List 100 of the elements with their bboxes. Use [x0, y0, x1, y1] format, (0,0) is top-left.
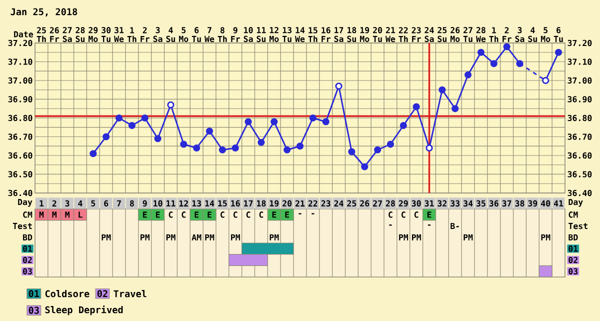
text: E	[208, 212, 212, 218]
x-tick-label: 20	[282, 200, 292, 207]
x-tick-label: 27	[373, 200, 382, 206]
x-tick-label: 18	[256, 200, 266, 207]
x-tick-label: 26 Mo	[450, 27, 460, 42]
x-tick-label: 2	[52, 200, 56, 206]
x-tick-label: 9 Fr	[231, 27, 240, 42]
y2-tick-label: 01	[568, 246, 578, 252]
y2-tick-label: 03	[568, 268, 578, 274]
category-label: 01	[28, 290, 40, 298]
x-tick-label: 20 Tu	[372, 27, 382, 42]
x-tick-label: 23	[321, 200, 330, 207]
text: C	[233, 212, 238, 218]
x-tick-label: 1 Th	[489, 27, 498, 42]
x-tick-label: 10	[154, 200, 162, 207]
legend-label: Sleep Deprived	[45, 306, 123, 316]
y2-tick-label: 36.50	[568, 171, 592, 178]
x-tick-label: 30 Tu	[101, 27, 111, 42]
x-tick-label: 29 Mo	[88, 27, 98, 42]
y-tick-label: 36.40	[8, 190, 32, 196]
y-tick-label: 01	[23, 246, 32, 252]
x-tick-label: 30	[412, 200, 421, 207]
x-tick-label: 39	[528, 200, 538, 207]
x-tick-label: 2 Fr	[140, 27, 150, 42]
x-tick-label: 7 We	[204, 27, 214, 42]
y2-tick-label: 36.90	[568, 96, 592, 102]
x-tick-label: 1 Th	[127, 27, 136, 42]
y-tick-label: CM	[23, 212, 32, 218]
x-tick-label: 15 Th	[308, 27, 318, 42]
x-tick-label: 35	[476, 200, 486, 207]
x-tick-label: 22	[308, 200, 318, 206]
x-tick-label: 28	[386, 200, 395, 207]
y-tick-label: 02	[23, 256, 32, 264]
text: B-	[450, 222, 459, 230]
text: L	[78, 212, 82, 218]
x-tick-label: 28 We	[476, 27, 486, 42]
text: -	[428, 224, 431, 226]
x-tick-label: 17	[244, 200, 253, 206]
x-tick-label: 37	[502, 200, 512, 207]
x-tick-label: 22 Th	[398, 27, 408, 42]
text: C	[388, 212, 392, 218]
x-tick-label: 29	[398, 200, 408, 207]
x-tick-label: 5 Mo	[179, 27, 188, 42]
x-tick-label: 3 Sa	[515, 27, 524, 42]
text: PM	[140, 234, 150, 240]
x-tick-label: 8 Th	[218, 27, 227, 42]
x-tick-label: 13	[192, 200, 202, 207]
x-tick-label: 16	[231, 200, 240, 207]
text: M	[52, 212, 57, 218]
x-tick-label: 16 Fr	[322, 27, 330, 42]
x-tick-label: 28 Su	[76, 27, 85, 42]
text: PM	[102, 234, 111, 240]
x-tick-label: 18 Su	[347, 27, 356, 42]
category-label: 02	[97, 290, 108, 298]
y2-tick-label: 37.20	[568, 40, 592, 46]
x-axis-title: Day	[18, 198, 32, 207]
text: -	[298, 213, 302, 214]
x-tick-label: 12	[179, 200, 188, 206]
x-tick-label: 27 Tu	[463, 27, 472, 42]
text: E	[427, 212, 432, 218]
text: PM	[412, 234, 421, 240]
x-tick-label: 4 Su	[166, 27, 176, 42]
x-tick-label: 33	[450, 200, 460, 207]
y-tick-label: Test	[12, 222, 32, 230]
x-axis-title: Date	[14, 31, 34, 38]
x-tick-label: 23 Fr	[412, 27, 421, 42]
x-tick-label: 31 We	[114, 27, 124, 42]
x-tick-label: 6	[104, 200, 108, 207]
x-tick-label: 6 Tu	[554, 27, 563, 42]
x-tick-label: 4	[78, 200, 82, 206]
x-tick-label: 7	[117, 200, 121, 206]
y-tick-label: 36.60	[8, 152, 32, 159]
y-tick-label: 37.00	[8, 77, 32, 84]
text: C	[246, 212, 250, 218]
text: PM	[231, 234, 240, 240]
text: PM	[541, 234, 550, 240]
x-tick-label: 25 Th	[36, 27, 46, 42]
y2-tick-label: BD	[568, 234, 578, 240]
y2-tick-label: CM	[568, 212, 578, 218]
x-tick-label: 26	[360, 200, 370, 207]
text: PM	[205, 234, 214, 240]
x-tick-label: 4 Su	[528, 27, 537, 42]
text: C	[259, 212, 264, 218]
x-tick-label: 1	[40, 200, 44, 206]
x-tick-label: 14 We	[295, 27, 305, 42]
x-tick-label: 14	[205, 200, 214, 206]
text: M	[39, 212, 44, 218]
y2-tick-label: 36.70	[568, 134, 592, 140]
text: -	[389, 224, 392, 226]
y2-tick-label: Test	[568, 222, 588, 230]
text: C	[220, 212, 224, 218]
x-tick-label: 38	[515, 200, 524, 207]
x-tick-label: 11 Su	[256, 27, 266, 42]
y-tick-label: 37.10	[8, 58, 32, 65]
x-tick-label: 24 Sa	[424, 27, 434, 42]
y2-tick-label: 36.80	[568, 114, 592, 122]
text: E	[272, 212, 276, 218]
x-tick-label: 21	[295, 200, 305, 206]
y2-tick-label: 37.00	[568, 77, 592, 84]
text: PM	[166, 234, 176, 240]
